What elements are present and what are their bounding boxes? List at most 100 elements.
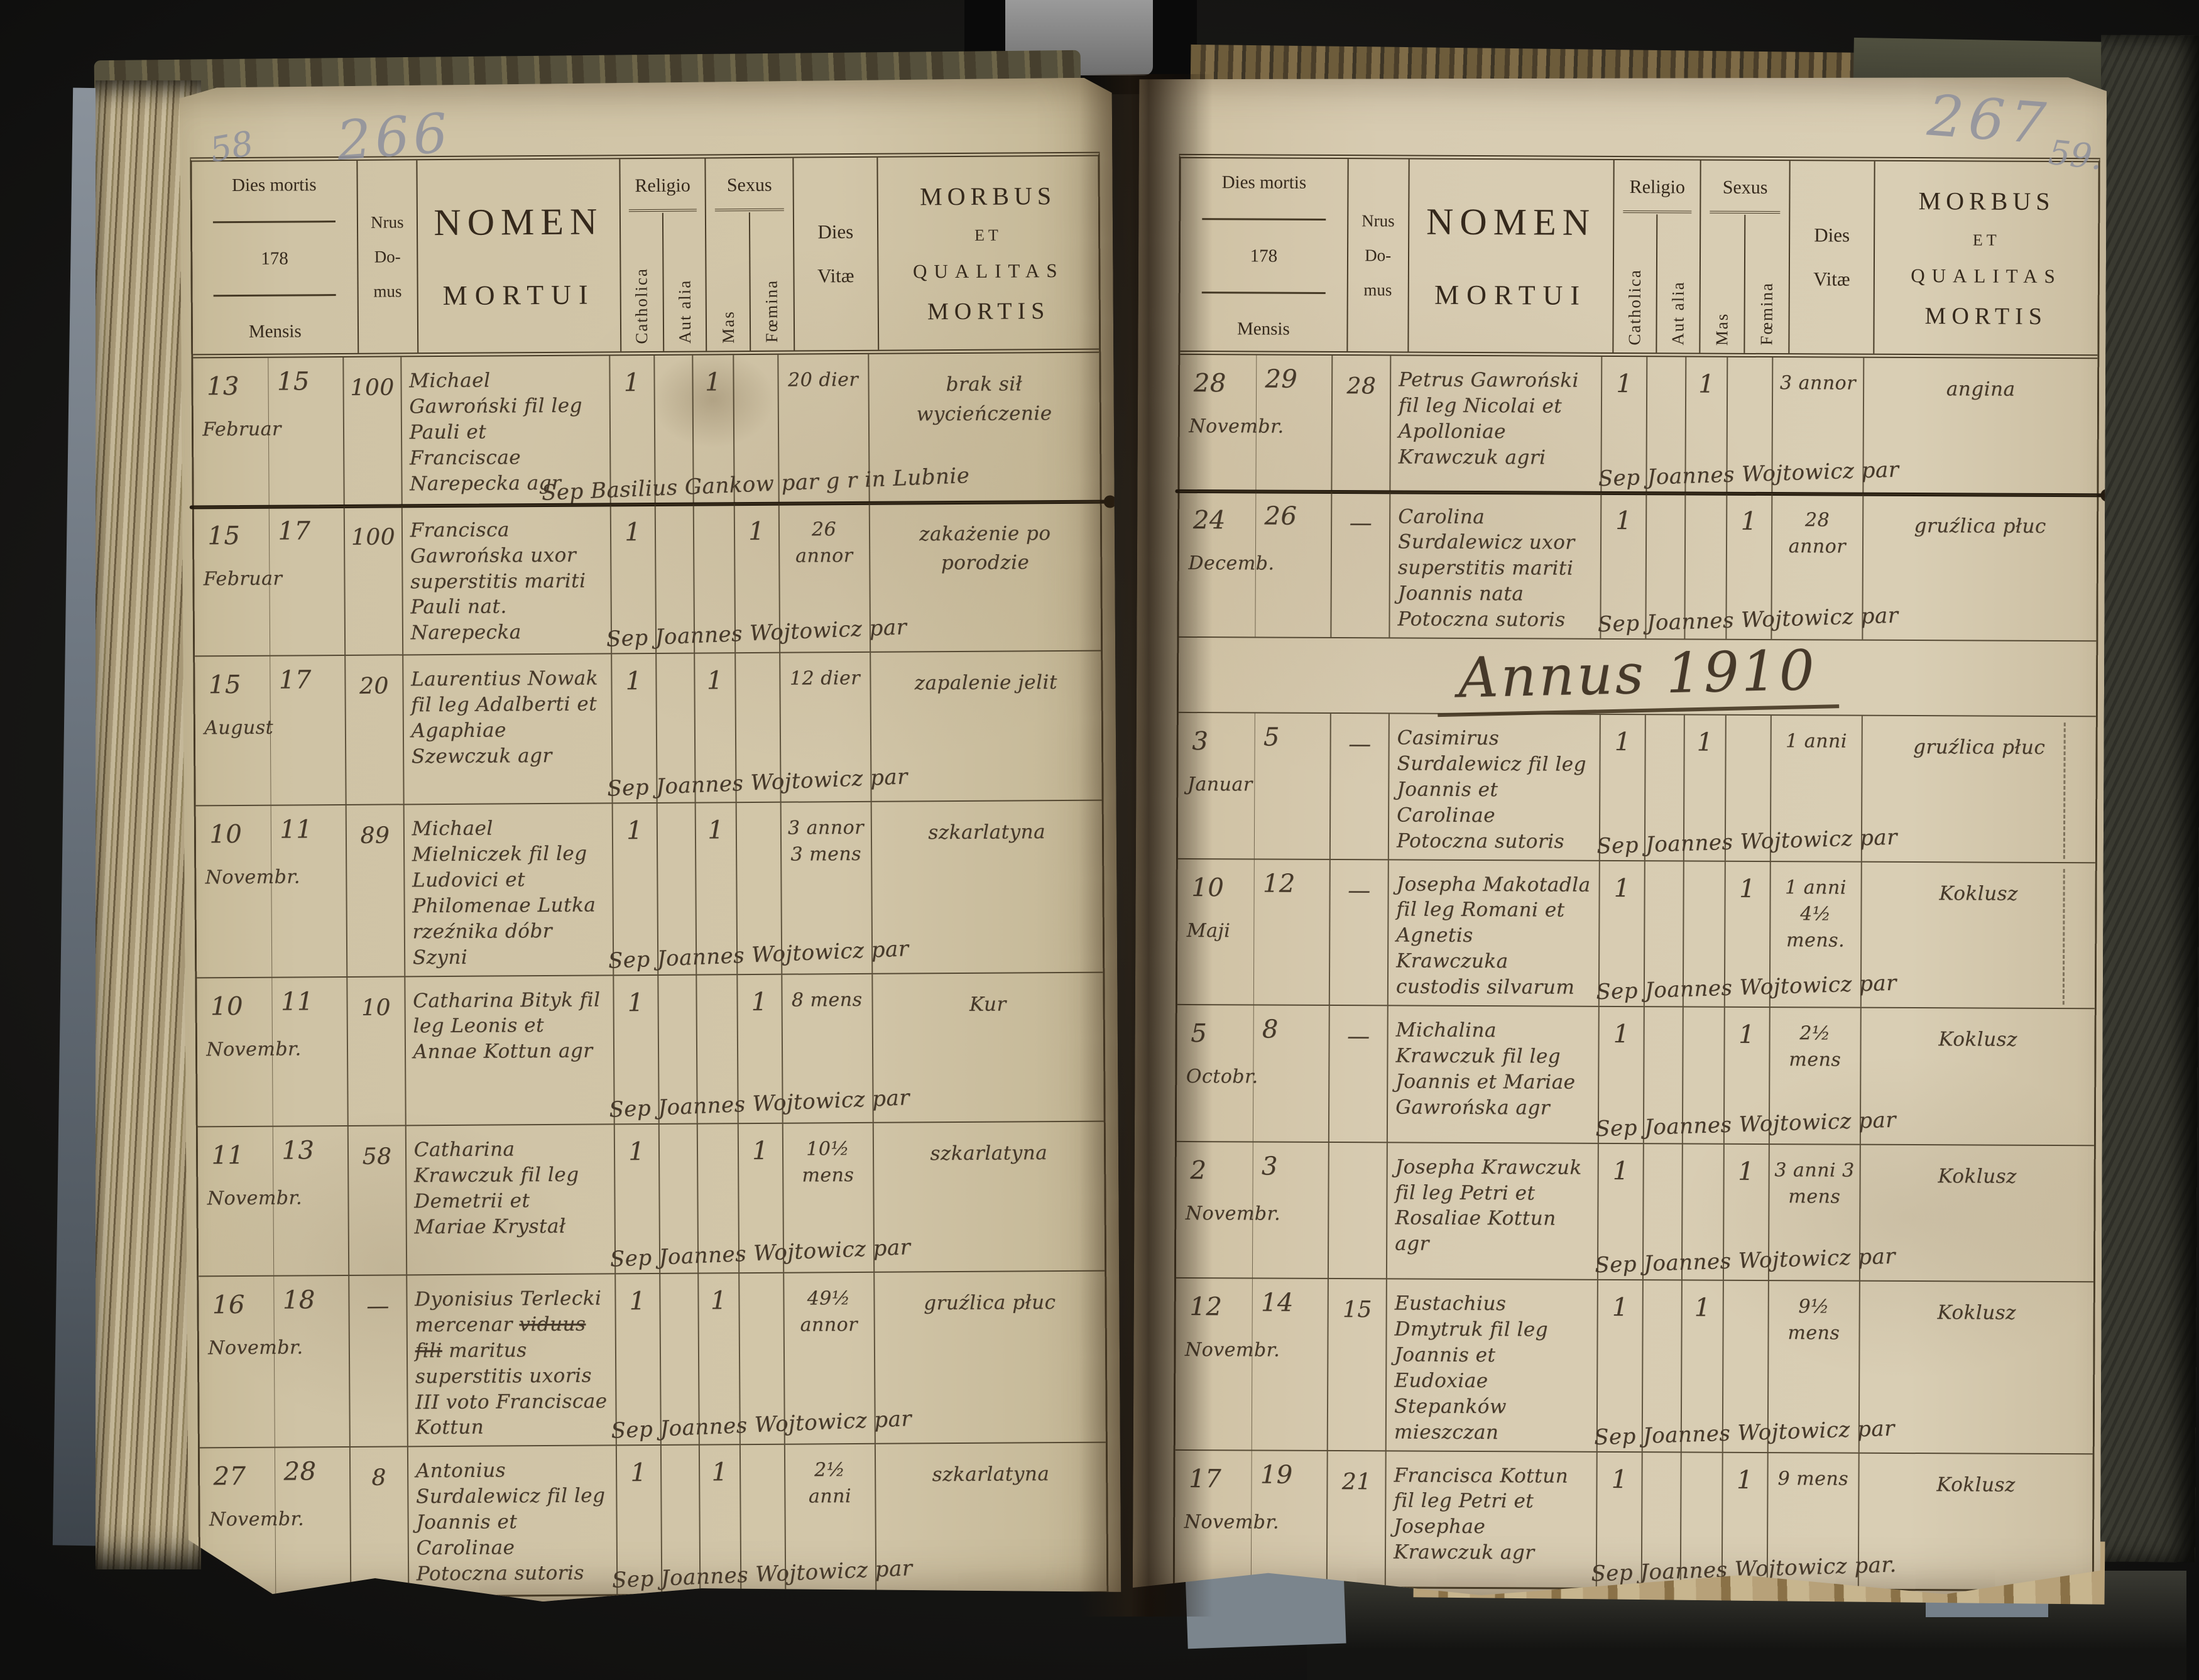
sexus-foemina-mark: 1 bbox=[737, 1124, 782, 1272]
house-number-value: — bbox=[1329, 860, 1388, 1005]
morbus-label: MORBUS bbox=[1918, 186, 2055, 215]
religio-catholica-mark: 1 bbox=[1598, 1007, 1644, 1143]
death-and-burial-dates: 11 13 Novembr. bbox=[198, 1126, 349, 1275]
death-day-value: 13 bbox=[206, 371, 240, 401]
column-header-nomen-mortui: NOMEN MORTUI bbox=[417, 159, 620, 352]
death-and-burial-dates: 12 14 Novembr. bbox=[1176, 1279, 1328, 1449]
sexus-mas-mark bbox=[1684, 494, 1726, 639]
register-row: 15 17 Februar 100 Francisca Gawrońska uxor s… bbox=[194, 501, 1101, 655]
register-row: 11 13 Novembr. 58 Catharina Krawczuk fil leg… bbox=[198, 1121, 1105, 1275]
burial-day-value: 13 bbox=[281, 1136, 315, 1165]
sexus-mas-mark: 1 bbox=[694, 654, 735, 802]
month-value: Novembr. bbox=[1189, 415, 1284, 438]
religio-catholica-mark: 1 bbox=[1598, 861, 1644, 1006]
nrus-label: Nrus bbox=[1361, 210, 1395, 230]
register-page-left: 58 266 Dies mortis 178 Mensis Nrus Do- m… bbox=[180, 77, 1121, 1603]
deceased-name-text: Francisca Kottun fil leg Petri et Joseph… bbox=[1385, 1451, 1596, 1588]
dies-vitae-value: 9½ mens bbox=[1767, 1281, 1859, 1452]
death-day-value: 11 bbox=[211, 1141, 244, 1170]
religio-catholica-mark: 1 bbox=[1599, 715, 1645, 860]
deceased-name-text: Francisca Gawrońska uxor superstitis mar… bbox=[401, 505, 610, 655]
deceased-name-text: Dyonisius Terlecki mercenar viduus fili … bbox=[406, 1274, 616, 1446]
month-value: Februar bbox=[202, 418, 281, 441]
death-and-burial-dates: 13 15 Februar bbox=[193, 357, 344, 506]
religio-aut-alia-mark bbox=[660, 1446, 700, 1594]
religio-label: Religio bbox=[620, 158, 705, 213]
house-number-value: 100 bbox=[343, 357, 401, 505]
dies-vitae-value: 12 dier bbox=[779, 653, 870, 802]
sexus-mas-mark: 1 bbox=[695, 803, 736, 974]
sexus-label: Sexus bbox=[706, 158, 793, 213]
house-number-value: 10 bbox=[347, 977, 405, 1125]
death-and-burial-dates: 5 8 Octobr. bbox=[1177, 1005, 1329, 1142]
religio-aut-alia-mark bbox=[1642, 1144, 1682, 1280]
sexus-foemina-mark: 1 bbox=[1725, 494, 1771, 639]
deceased-name-text: Michalina Krawczuk fil leg Joannis et Ma… bbox=[1387, 1006, 1598, 1142]
death-and-burial-dates: 10 12 Maji bbox=[1177, 859, 1329, 1005]
register-row: 24 26 Decemb. — Carolina Surdalewicz uxor su… bbox=[1179, 490, 2097, 640]
death-and-burial-dates: 10 11 Novembr. bbox=[197, 977, 347, 1126]
burial-day-value: 18 bbox=[282, 1285, 315, 1315]
subheader-mas: Mas bbox=[1712, 312, 1732, 346]
death-day-value: 5 bbox=[1191, 1019, 1208, 1049]
deceased-name-text: Petrus Gawroński fil leg Nicolai et Apol… bbox=[1389, 356, 1601, 492]
register-row: 10 11 Novembr. 10 Catharina Bityk fil leg Le… bbox=[197, 971, 1103, 1126]
dies-vitae-value: 9 mens bbox=[1766, 1453, 1858, 1589]
religio-aut-alia-mark bbox=[1645, 494, 1684, 639]
column-header-religio: Religio Catholica Aut alia bbox=[1612, 160, 1700, 353]
table-body: 28 29 Novembr. 28 Petrus Gawroński fil leg N… bbox=[1175, 355, 2098, 1590]
register-row: 10 12 Maji — Josepha Makotadla fil leg Roman… bbox=[1177, 858, 2095, 1008]
religio-catholica-mark: 1 bbox=[611, 804, 657, 974]
deceased-name-text: Josepha Krawczuk fil leg Petri et Rosali… bbox=[1386, 1143, 1598, 1279]
religio-catholica-mark: 1 bbox=[609, 505, 655, 653]
sexus-foemina-mark bbox=[734, 653, 780, 802]
register-row: 27 28 Novembr. 8 Antonius Surdalewicz fil le… bbox=[200, 1442, 1106, 1596]
dies-vitae-value: 10½ mens bbox=[782, 1123, 873, 1272]
house-number-value: 89 bbox=[346, 805, 404, 976]
religio-aut-alia-mark bbox=[1643, 1007, 1683, 1143]
religio-catholica-mark: 1 bbox=[611, 654, 656, 802]
sexus-mas-mark: 1 bbox=[1685, 357, 1727, 493]
religio-subcolumns: Catholica Aut alia bbox=[621, 212, 706, 351]
religio-catholica-mark: 1 bbox=[1600, 493, 1645, 638]
register-table-right: Dies mortis 178 Mensis Nrus Do- mus NOME… bbox=[1173, 154, 2100, 1591]
death-and-burial-dates: 24 26 Decemb. bbox=[1179, 491, 1331, 637]
death-day-value: 24 bbox=[1192, 505, 1226, 535]
religio-aut-alia-mark bbox=[655, 654, 695, 802]
sexus-subcolumns: Mas Fœmina bbox=[1701, 215, 1789, 354]
sexus-mas-mark bbox=[1682, 1008, 1723, 1143]
dies-label: Dies bbox=[1814, 224, 1850, 246]
religio-aut-alia-mark bbox=[1641, 1453, 1681, 1588]
death-and-burial-dates: 28 29 Novembr. bbox=[1179, 355, 1331, 491]
deceased-name-text: Josepha Makotadla fil leg Romani et Agne… bbox=[1387, 860, 1599, 1006]
death-and-burial-dates: 2 3 Novembr. bbox=[1176, 1142, 1328, 1279]
column-header-dies-vitae: Dies Vitæ bbox=[1788, 161, 1874, 354]
deceased-name-text: Carolina Surdalewicz uxor superstitis ma… bbox=[1389, 493, 1600, 638]
column-header-dies-mortis: Dies mortis 178 Mensis bbox=[1180, 158, 1347, 351]
religio-aut-alia-mark bbox=[1644, 715, 1684, 860]
dies-mortis-label: Dies mortis bbox=[1221, 172, 1307, 193]
sexus-mas-mark bbox=[1681, 1144, 1723, 1280]
month-value: Decemb. bbox=[1188, 552, 1275, 575]
mus-label: mus bbox=[1363, 280, 1392, 299]
sexus-mas-mark: 1 bbox=[1683, 715, 1725, 860]
religio-catholica-mark: 1 bbox=[613, 975, 658, 1123]
dies-vitae-value: 28 annor bbox=[1771, 494, 1863, 640]
cause-of-death-value: gruźlica płuc bbox=[1862, 494, 2097, 640]
cause-of-death-value: angina bbox=[1862, 358, 2097, 494]
subheader-mas: Mas bbox=[718, 310, 738, 344]
religio-subcolumns: Catholica Aut alia bbox=[1613, 214, 1700, 353]
burial-day-value: 28 bbox=[283, 1457, 317, 1486]
cause-of-death-value: szkarlatyna bbox=[872, 1122, 1105, 1272]
cause-of-death-value: zapalenie jelit bbox=[870, 652, 1102, 801]
burial-day-value: 5 bbox=[1263, 723, 1280, 752]
religio-catholica-mark: 1 bbox=[1600, 357, 1646, 493]
religio-aut-alia-mark bbox=[654, 505, 694, 653]
page-number-pencil-large: 266 bbox=[334, 101, 454, 173]
house-number-value: — bbox=[1328, 1006, 1387, 1142]
house-number-value: — bbox=[1331, 492, 1390, 637]
burial-day-value: 14 bbox=[1260, 1288, 1294, 1317]
header-rule bbox=[213, 221, 336, 223]
house-number-value: 28 bbox=[1331, 356, 1390, 491]
house-number-value: 21 bbox=[1326, 1451, 1385, 1587]
